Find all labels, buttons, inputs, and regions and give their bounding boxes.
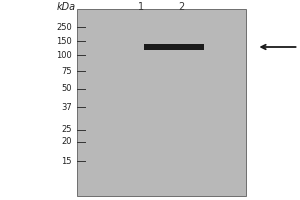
- Text: 250: 250: [56, 22, 72, 31]
- Text: 25: 25: [61, 126, 72, 134]
- Text: 37: 37: [61, 102, 72, 112]
- Text: 1: 1: [138, 2, 144, 12]
- Text: 75: 75: [61, 66, 72, 75]
- Bar: [76, 9, 246, 196]
- Text: 100: 100: [56, 50, 72, 60]
- Bar: [144, 44, 204, 50]
- Text: 150: 150: [56, 36, 72, 46]
- Text: kDa: kDa: [56, 2, 76, 12]
- Text: 20: 20: [61, 138, 72, 146]
- Text: 15: 15: [61, 156, 72, 166]
- Text: 2: 2: [178, 2, 185, 12]
- Text: 50: 50: [61, 84, 72, 93]
